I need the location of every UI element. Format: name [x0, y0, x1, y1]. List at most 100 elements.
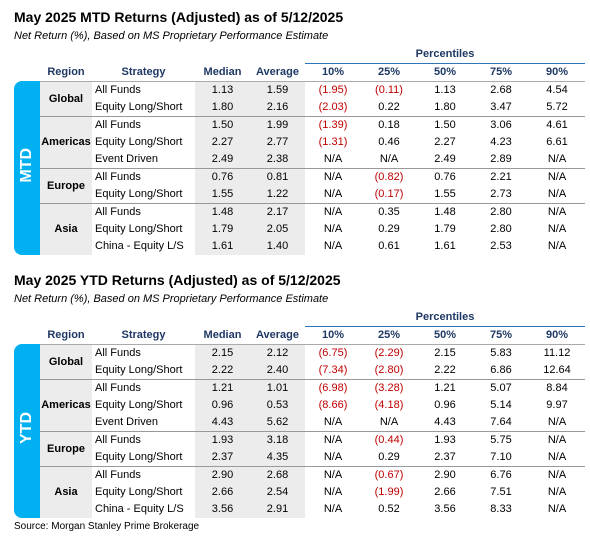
table-body: Percentiles Region Strategy Median Average 10… — [14, 309, 585, 518]
strategy-cell: China - Equity L/S — [95, 503, 184, 515]
value-cell: 6.76 — [473, 465, 529, 484]
table-body: Percentiles Region Strategy Median Average 10… — [14, 46, 585, 255]
value-cell: 2.77 — [250, 133, 305, 151]
value-cell: (1.31) — [318, 136, 348, 148]
value-cell: (0.11) — [375, 84, 403, 96]
value-cell: 5.14 — [490, 399, 512, 411]
section-subtitle: Net Return (%), Based on MS Proprietary … — [14, 30, 329, 42]
value-cell: 1.99 — [250, 115, 305, 134]
column-header: Region — [40, 326, 92, 345]
value-cell: 2.22 — [434, 364, 456, 376]
region-cell: Europe — [40, 167, 92, 203]
value-cell: 7.51 — [490, 486, 512, 498]
value-cell: 1.93 — [195, 430, 250, 449]
value-cell: 4.43 — [434, 416, 456, 428]
value-cell: 2.90 — [417, 465, 473, 484]
header-spacer — [14, 63, 40, 81]
value-cell: 1.40 — [250, 237, 305, 255]
column-header: Median — [195, 63, 250, 82]
value-cell: 3.18 — [250, 430, 305, 449]
data-row: Europe All Funds 0.76 0.81 N/A (0.82) 0.76 2.21… — [14, 167, 585, 203]
value-cell: (0.17) — [374, 188, 404, 200]
source-note: Source: Morgan Stanley Prime Brokerage — [14, 521, 200, 532]
section-title: May 2025 YTD Returns (Adjusted) as of 5/… — [14, 272, 341, 288]
value-cell: 3.06 — [473, 115, 529, 134]
value-cell: N/A — [547, 223, 567, 235]
value-cell: N/A — [529, 465, 585, 484]
strategy-cell: Equity Long/Short — [95, 486, 183, 498]
column-header: 75% — [473, 63, 529, 82]
strategy-cell: All Funds — [92, 167, 195, 186]
value-cell: 8.84 — [529, 378, 585, 397]
value-cell: 1.21 — [195, 378, 250, 397]
header-spacer — [14, 326, 40, 344]
value-cell: 2.27 — [195, 133, 250, 151]
column-header: Strategy — [92, 63, 195, 82]
value-cell: N/A — [305, 465, 361, 484]
value-cell: (1.99) — [374, 486, 404, 498]
percentiles-header: Percentiles — [305, 309, 585, 327]
value-cell: 2.68 — [490, 84, 512, 96]
strategy-cell: All Funds — [92, 202, 195, 221]
column-header: Strategy — [92, 326, 195, 345]
value-cell: 2.15 — [195, 344, 250, 362]
data-row: Equity Long/Short 2.22 2.40 (7.34) (2.80) 2.2… — [14, 361, 585, 379]
value-cell: 8.33 — [490, 503, 512, 515]
value-cell: 2.89 — [490, 153, 512, 165]
value-cell: N/A — [305, 430, 361, 449]
strategy-cell: Event Driven — [95, 153, 158, 165]
strategy-cell: Equity Long/Short — [95, 136, 183, 148]
data-row: YTD Global All Funds 2.15 2.12 (6.75) (2.29) 2.… — [14, 344, 585, 518]
region-cell: Asia — [40, 465, 92, 518]
value-cell: 4.23 — [490, 136, 512, 148]
value-cell: 1.61 — [434, 240, 456, 252]
region-cell: Global — [40, 81, 92, 116]
value-cell: N/A — [323, 223, 343, 235]
data-row: China - Equity L/S 3.56 2.91 N/A 0.52 3.56 8.3… — [14, 500, 585, 518]
section-subtitle: Net Return (%), Based on MS Proprietary … — [14, 293, 329, 305]
value-cell: 1.79 — [195, 220, 250, 238]
value-cell: 1.80 — [195, 98, 250, 116]
column-header: 90% — [529, 63, 585, 82]
value-cell: N/A — [547, 451, 567, 463]
value-cell: 1.22 — [250, 185, 305, 203]
value-cell: N/A — [323, 416, 343, 428]
value-cell: 0.52 — [378, 503, 400, 515]
value-cell: 0.18 — [361, 115, 417, 134]
value-cell: (8.66) — [318, 399, 348, 411]
strategy-cell: All Funds — [92, 465, 195, 484]
value-cell: (7.34) — [318, 364, 348, 376]
value-cell: 1.93 — [417, 430, 473, 449]
value-cell: 4.54 — [546, 84, 568, 96]
value-cell: N/A — [305, 167, 361, 186]
returns-table: Percentiles Region Strategy Median Average 10… — [14, 46, 585, 255]
value-cell: 0.29 — [378, 451, 400, 463]
value-cell: N/A — [529, 202, 585, 221]
side-label-text: YTD — [18, 412, 35, 445]
data-row: Equity Long/Short 2.66 2.54 N/A (1.99) 2.66 7.… — [14, 483, 585, 501]
header-row: Region Strategy Median Average 10% 25% 50% 75% 9… — [14, 63, 585, 82]
value-cell: 3.47 — [490, 101, 512, 113]
value-cell: 2.73 — [490, 188, 512, 200]
value-cell: N/A — [547, 188, 567, 200]
value-cell: 2.22 — [195, 361, 250, 379]
header-spacer — [14, 46, 305, 63]
value-cell: 7.10 — [490, 451, 512, 463]
value-cell: N/A — [529, 167, 585, 186]
value-cell: 2.15 — [434, 347, 456, 359]
column-header: Region — [40, 63, 92, 82]
value-cell: 0.35 — [361, 202, 417, 221]
value-cell: 2.05 — [250, 220, 305, 238]
header-row: Percentiles — [14, 46, 585, 64]
data-row: Equity Long/Short 1.80 2.16 (2.03) 0.22 1.80 3… — [14, 98, 585, 116]
data-row: Event Driven 2.49 2.38 N/A N/A 2.49 2.89 N/A — [14, 150, 585, 168]
value-cell: 0.53 — [250, 396, 305, 414]
value-cell: 0.96 — [434, 399, 456, 411]
value-cell: N/A — [379, 153, 399, 165]
value-cell: 2.37 — [195, 448, 250, 466]
value-cell: 1.50 — [195, 115, 250, 134]
data-row: China - Equity L/S 1.61 1.40 N/A 0.61 1.61 2.5… — [14, 237, 585, 255]
data-row: Equity Long/Short 2.37 4.35 N/A 0.29 2.37 7.10… — [14, 448, 585, 466]
value-cell: (6.75) — [318, 347, 348, 359]
value-cell: 2.49 — [195, 150, 250, 168]
